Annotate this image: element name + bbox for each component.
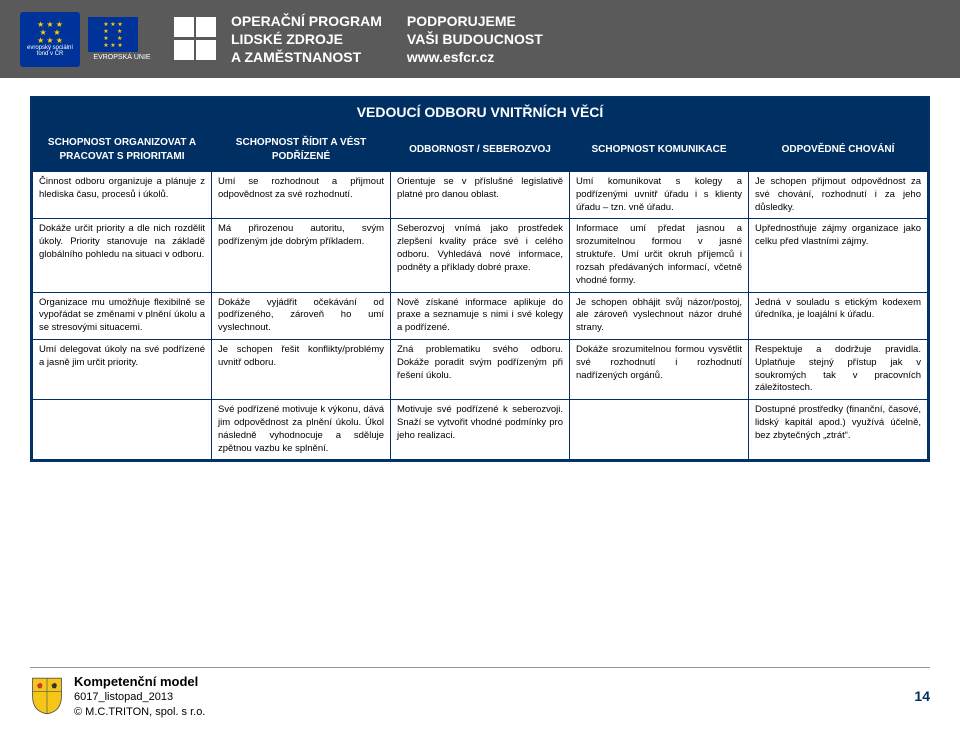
col-header-3: SCHOPNOST KOMUNIKACE	[570, 128, 749, 172]
footer-title: Kompetenční model	[74, 674, 205, 691]
esf-text-3: fond v ČR	[37, 51, 64, 57]
table-row: Své podřízené motivuje k výkonu, dává ji…	[33, 400, 928, 460]
crest-icon	[30, 676, 64, 716]
cell: Své podřízené motivuje k výkonu, dává ji…	[212, 400, 391, 460]
program-text: OPERAČNÍ PROGRAM LIDSKÉ ZDROJE A ZAMĚSTN…	[231, 12, 382, 67]
table-header-row: SCHOPNOST ORGANIZOVAT A PRACOVAT S PRIOR…	[33, 128, 928, 172]
eu-flag-icon: ★ ★ ★★ ★★ ★★ ★ ★	[88, 17, 138, 52]
program-line1: OPERAČNÍ PROGRAM	[231, 12, 382, 30]
program-line2: LIDSKÉ ZDROJE	[231, 30, 382, 48]
cell: Má přirozenou autoritu, svým podřízeným …	[212, 219, 391, 292]
cell: Je schopen přijmout odpovědnost za své c…	[749, 172, 928, 219]
table-row: Organizace mu umožňuje flexibilně se vyp…	[33, 292, 928, 339]
page-number: 14	[914, 688, 930, 704]
cell: Nově získané informace aplikuje do praxe…	[391, 292, 570, 339]
competency-table: SCHOPNOST ORGANIZOVAT A PRACOVAT S PRIOR…	[32, 127, 928, 460]
table-row: Umí delegovat úkoly na své podřízené a j…	[33, 339, 928, 399]
content-area: VEDOUCÍ ODBORU VNITŘNÍCH VĚCÍ SCHOPNOST …	[0, 78, 960, 462]
cell: Je schopen řešit konflikty/problémy uvni…	[212, 339, 391, 399]
col-header-4: ODPOVĚDNÉ CHOVÁNÍ	[749, 128, 928, 172]
cell: Respektuje a dodržuje pravidla. Uplatňuj…	[749, 339, 928, 399]
cell: Jedná v souladu s etickým kodexem úřední…	[749, 292, 928, 339]
cell: Dokáže vyjádřit očekávání od podřízeného…	[212, 292, 391, 339]
cell	[33, 400, 212, 460]
cell: Dokáže určit priority a dle nich rozděli…	[33, 219, 212, 292]
cell: Upřednostňuje zájmy organizace jako celk…	[749, 219, 928, 292]
cell	[570, 400, 749, 460]
cell: Umí se rozhodnout a přijmout odpovědnost…	[212, 172, 391, 219]
col-header-0: SCHOPNOST ORGANIZOVAT A PRACOVAT S PRIOR…	[33, 128, 212, 172]
cell: Činnost odboru organizuje a plánuje z hl…	[33, 172, 212, 219]
cell: Dokáže srozumitelnou formou vysvětlit sv…	[570, 339, 749, 399]
program-line3: A ZAMĚSTNANOST	[231, 48, 382, 66]
eu-stars-icon: ★ ★ ★★ ★★ ★ ★	[37, 21, 63, 45]
cell: Orientuje se v příslušné legislativě pla…	[391, 172, 570, 219]
footer-sub: 6017_listopad_2013	[74, 690, 205, 704]
footer-text: Kompetenční model 6017_listopad_2013 © M…	[74, 674, 205, 719]
cell: Motivuje své podřízené k seberozvoji. Sn…	[391, 400, 570, 460]
col-header-1: SCHOPNOST ŘÍDIT A VÉST PODŘÍZENÉ	[212, 128, 391, 172]
cell: Organizace mu umožňuje flexibilně se vyp…	[33, 292, 212, 339]
table-body: Činnost odboru organizuje a plánuje z hl…	[33, 172, 928, 460]
table-title: VEDOUCÍ ODBORU VNITŘNÍCH VĚCÍ	[32, 98, 928, 127]
cell: Seberozvoj vnímá jako prostředek zlepšen…	[391, 219, 570, 292]
cell: Dostupné prostředky (finanční, časové, l…	[749, 400, 928, 460]
eu-text: EVROPSKÁ UNIE	[88, 54, 156, 61]
support-line2: VAŠI BUDOUCNOST	[407, 30, 543, 48]
table-row: Dokáže určit priority a dle nich rozděli…	[33, 219, 928, 292]
cell: Informace umí předat jasnou a srozumitel…	[570, 219, 749, 292]
esf-logo: ★ ★ ★★ ★★ ★ ★ evropský sociální fond v Č…	[20, 12, 80, 67]
cell: Zná problematiku svého odboru. Dokáže po…	[391, 339, 570, 399]
competency-table-wrap: VEDOUCÍ ODBORU VNITŘNÍCH VĚCÍ SCHOPNOST …	[30, 96, 930, 462]
support-line1: PODPORUJEME	[407, 12, 543, 30]
support-text: PODPORUJEME VAŠI BUDOUCNOST www.esfcr.cz	[407, 12, 543, 67]
cell: Umí delegovat úkoly na své podřízené a j…	[33, 339, 212, 399]
cell: Umí komunikovat s kolegy a podřízenými u…	[570, 172, 749, 219]
footer: Kompetenční model 6017_listopad_2013 © M…	[30, 667, 930, 719]
top-header: ★ ★ ★★ ★★ ★ ★ evropský sociální fond v Č…	[0, 0, 960, 78]
footer-copy: © M.C.TRITON, spol. s r.o.	[74, 705, 205, 719]
cell: Je schopen obhájit svůj názor/postoj, al…	[570, 292, 749, 339]
pictogram-icon	[174, 17, 219, 62]
support-line3: www.esfcr.cz	[407, 48, 543, 66]
eu-block: ★ ★ ★★ ★★ ★★ ★ ★ EVROPSKÁ UNIE	[88, 17, 156, 61]
col-header-2: ODBORNOST / SEBEROZVOJ	[391, 128, 570, 172]
table-row: Činnost odboru organizuje a plánuje z hl…	[33, 172, 928, 219]
